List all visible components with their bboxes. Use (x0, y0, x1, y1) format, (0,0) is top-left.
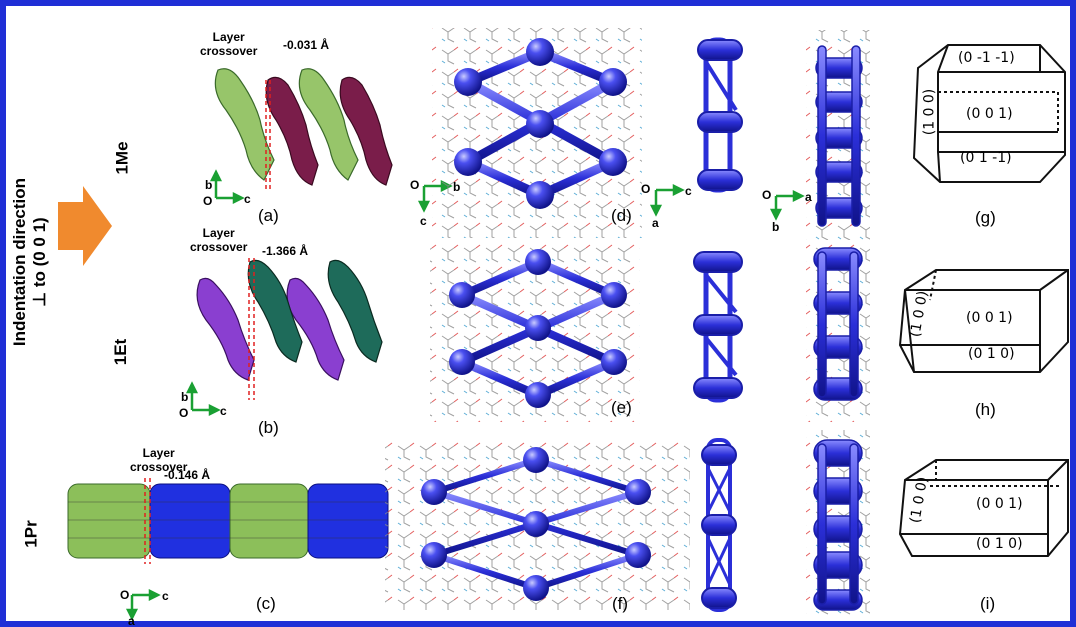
column-e2-capsules (806, 30, 870, 615)
axis-a-origin: O (203, 194, 213, 208)
axis-b-origin: O (179, 406, 189, 420)
crossover-label-1: Layer crossover (200, 30, 258, 58)
face-h-001: (0 0 1) (966, 310, 1013, 326)
axis-e1-right: c (685, 184, 692, 198)
panel-label-i: (i) (980, 594, 996, 613)
axis-e2-right: a (805, 190, 812, 204)
axis-a-right: c (244, 192, 251, 206)
column-e1-capsules (693, 37, 743, 612)
panel-label-b: (b) (258, 418, 279, 437)
crossover-value-1: -0.031 Å (283, 38, 330, 52)
axis-d-origin: O (410, 178, 420, 192)
panel-e-network (430, 242, 640, 422)
axis-d-right: b (453, 180, 461, 194)
axis-c-down: a (128, 614, 135, 627)
indentation-direction-line1: Indentation direction (10, 177, 29, 347)
axis-e1-origin: O (641, 182, 651, 196)
row-label-1me: 1Me (112, 141, 132, 175)
panel-c-layers (67, 478, 389, 564)
panel-label-g: (g) (975, 208, 996, 227)
axis-e1-down: a (652, 216, 659, 230)
face-i-001: (0 0 1) (976, 496, 1023, 512)
axis-glyphs (125, 169, 805, 621)
axis-a-up: b (205, 178, 213, 192)
axis-b-right: c (220, 404, 227, 418)
panel-label-f: (f) (612, 594, 629, 613)
axis-e2-down: b (772, 220, 780, 234)
panel-label-a: (a) (258, 206, 279, 225)
crystal-habit-g (912, 44, 1066, 183)
crystal-habit-h (898, 269, 1069, 373)
axis-d-down: c (420, 214, 427, 228)
panel-a-layers (214, 68, 393, 190)
panel-d-network (432, 28, 642, 238)
row-label-1et: 1Et (111, 338, 131, 366)
indentation-direction-label: Indentation direction ⊥ to (0 0 1) (10, 162, 50, 362)
indentation-direction-line2: ⊥ to (0 0 1) (30, 217, 49, 307)
axis-c-origin: O (120, 588, 130, 602)
crossover-label-2: Layer crossover (190, 226, 248, 254)
axis-b-up: b (181, 390, 189, 404)
panel-b-layers (196, 258, 383, 400)
panel-f-network (385, 440, 690, 610)
face-g-0-1-1: (0 -1 -1) (958, 50, 1015, 66)
face-g-001: (0 0 1) (966, 106, 1013, 122)
row-label-1pr: 1Pr (21, 520, 41, 548)
crystal-habit-i (898, 459, 1069, 557)
indentation-arrow (58, 186, 112, 266)
face-g-100: (1 0 0) (921, 88, 938, 136)
axis-c-right: c (162, 589, 169, 603)
face-i-010: (0 1 0) (976, 536, 1023, 552)
panel-label-c: (c) (256, 594, 276, 613)
crossover-label-3: Layer crossover (130, 446, 188, 474)
axis-e2-origin: O (762, 188, 772, 202)
face-g-01-1: (0 1 -1) (960, 150, 1012, 166)
panel-label-e: (e) (611, 398, 632, 417)
panel-label-d: (d) (611, 206, 632, 225)
crossover-value-2: -1.366 Å (262, 244, 309, 258)
crossover-value-3: -0.146 Å (164, 468, 211, 482)
panel-label-h: (h) (975, 400, 996, 419)
face-h-010: (0 1 0) (968, 346, 1015, 362)
